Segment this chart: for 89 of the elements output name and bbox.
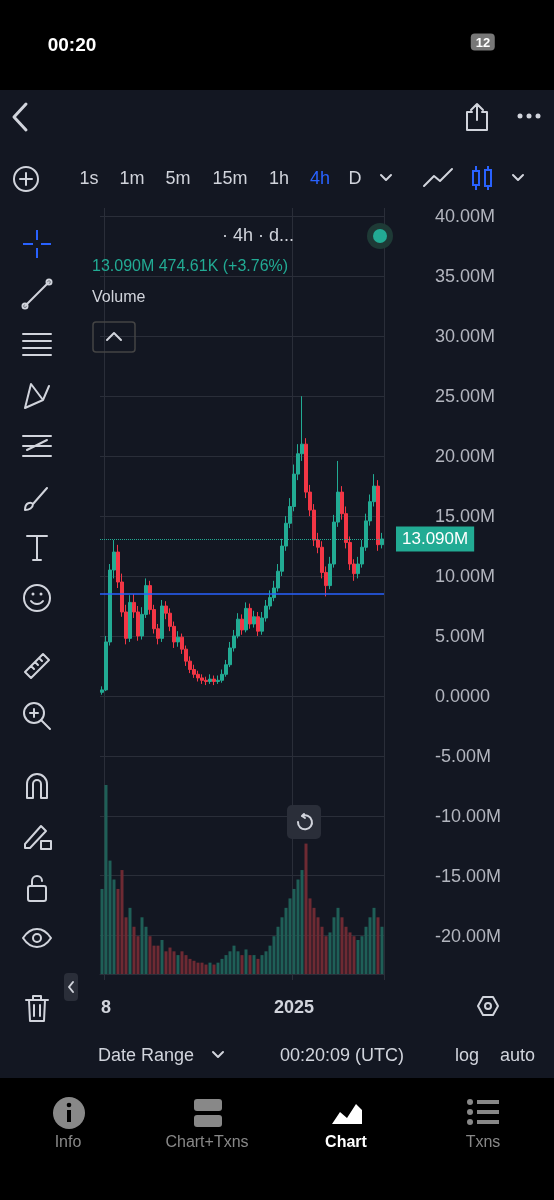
text: Info (54, 1133, 82, 1151)
candlestick (176, 630, 180, 648)
candlestick (208, 673, 212, 685)
candlestick (204, 676, 208, 686)
bar (336, 907, 340, 974)
annotation: Volume (92, 288, 146, 306)
bar (164, 951, 168, 974)
bar (244, 949, 248, 974)
text: Chart+Txns (165, 1133, 249, 1151)
bar (140, 917, 144, 974)
bar (240, 955, 244, 974)
y-tick-label: -5.00M (435, 745, 492, 766)
y-tick-label: 25.00M (435, 386, 496, 407)
bar (132, 926, 136, 974)
text: 15m (212, 167, 248, 189)
bar (248, 955, 252, 974)
bar (232, 945, 236, 974)
y-tick-label: 40.00M (435, 206, 496, 227)
bar (208, 962, 212, 974)
bar (200, 962, 204, 974)
text: 4h (309, 167, 331, 189)
bar (104, 785, 108, 974)
candlestick (376, 479, 380, 552)
bar (188, 958, 192, 974)
bar (256, 958, 260, 974)
text: Txns (465, 1133, 501, 1151)
bar (380, 926, 384, 974)
annotation: 13.090M 474.61K (+3.76%) (92, 257, 289, 275)
bar (252, 955, 256, 974)
x-tick-label: 2025 (273, 997, 315, 1017)
bar (220, 958, 224, 974)
bar (300, 870, 304, 974)
y-tick-label: -10.00M (435, 805, 502, 826)
candlestick (248, 603, 252, 630)
bar (356, 939, 360, 974)
y-tick-label: 5.00M (435, 625, 486, 646)
candlestick (128, 594, 132, 643)
bar (204, 964, 208, 974)
bar (120, 870, 124, 974)
candlestick (244, 601, 248, 633)
candlestick (256, 611, 260, 637)
y-tick-label: 35.00M (435, 266, 496, 287)
text: 1s (79, 167, 99, 189)
bar (180, 951, 184, 974)
text: 1h (268, 167, 290, 189)
y-tick-label: 30.00M (435, 326, 496, 347)
bar (148, 936, 152, 974)
text: auto (500, 1044, 536, 1066)
y-tick-label: 10.00M (435, 566, 496, 587)
y-tick-label: -15.00M (435, 865, 502, 886)
bar (372, 907, 376, 974)
text: 00:20:09 (UTC) (280, 1044, 405, 1066)
text: D (348, 167, 362, 189)
text: 12 (470, 33, 496, 51)
bar (192, 960, 196, 974)
bar (224, 955, 228, 974)
y-tick-label: 0.0000 (435, 685, 491, 706)
candlestick (160, 599, 164, 643)
text: 00:20 (47, 34, 97, 56)
text: 1m (119, 167, 145, 189)
y-tick-label: -20.00M (435, 925, 502, 946)
bar (340, 917, 344, 974)
bar (212, 964, 216, 974)
text: Date Range (98, 1044, 195, 1066)
bar (156, 945, 160, 974)
text: Chart (325, 1133, 367, 1151)
bar (184, 955, 188, 974)
candlestick (200, 673, 204, 685)
candlestick (212, 675, 216, 686)
bar (196, 962, 200, 974)
ref-line-label: 13.090M (402, 529, 469, 549)
bar (304, 843, 308, 974)
y-tick-label: 20.00M (435, 446, 496, 467)
candlestick (240, 613, 244, 636)
candlestick (252, 610, 256, 629)
bar (376, 917, 380, 974)
text: 5m (165, 167, 191, 189)
text: · 4h · d... (221, 224, 295, 246)
bar (260, 955, 264, 974)
bar (216, 962, 220, 974)
x-tick-label: 8 (100, 997, 112, 1017)
text: log (455, 1044, 480, 1066)
bar (160, 939, 164, 974)
bar (176, 955, 180, 974)
bar (168, 947, 172, 974)
y-tick-label: 15.00M (435, 506, 496, 527)
bar (352, 936, 356, 974)
bar (128, 907, 132, 974)
bar (172, 951, 176, 974)
